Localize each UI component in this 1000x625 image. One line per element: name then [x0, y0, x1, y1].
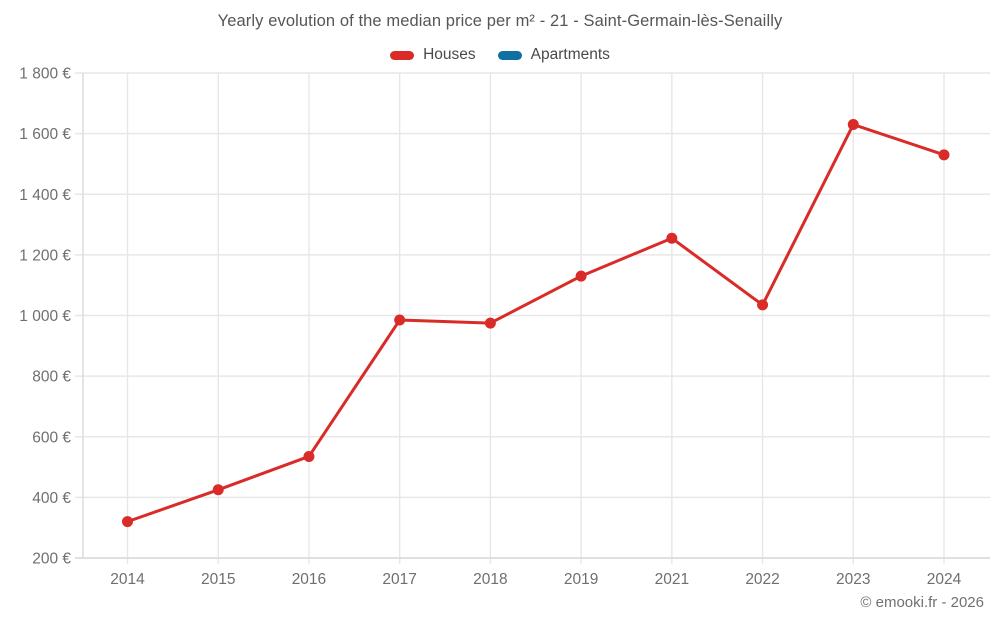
x-tick-label: 2019 [564, 571, 598, 588]
x-tick-label: 2023 [836, 571, 870, 588]
data-point-2024[interactable] [938, 149, 950, 161]
chart-legend: Houses Apartments [0, 46, 1000, 64]
legend-swatch-icon [390, 50, 415, 60]
data-point-2014[interactable] [122, 516, 133, 528]
data-point-2022[interactable] [757, 299, 769, 311]
data-point-2019[interactable] [575, 270, 587, 282]
chart-title: Yearly evolution of the median price per… [217, 12, 783, 30]
y-tick-label: 800 € [32, 369, 71, 386]
x-tick-label: 2015 [201, 571, 235, 588]
x-tick-label: 2024 [927, 571, 962, 588]
x-tick-label: 2016 [292, 571, 326, 588]
y-tick-label: 1 200 € [19, 247, 71, 264]
data-point-2018[interactable] [484, 317, 496, 329]
y-tick-label: 1 000 € [19, 308, 71, 325]
data-point-2023[interactable] [847, 119, 859, 131]
legend-label: Houses [423, 46, 476, 63]
legend-label: Apartments [530, 46, 610, 63]
data-point-2017[interactable] [394, 314, 406, 326]
legend-item-apartments[interactable]: Apartments [497, 46, 610, 64]
x-tick-label: 2018 [473, 571, 507, 588]
houses-line [126, 123, 946, 524]
legend-swatch-icon [497, 50, 522, 60]
y-tick-label: 1 600 € [19, 126, 71, 143]
legend-item-houses[interactable]: Houses [390, 46, 476, 64]
data-point-2021[interactable] [666, 232, 678, 244]
data-point-2016[interactable] [303, 450, 315, 462]
y-tick-label: 1 400 € [19, 187, 71, 204]
y-tick-label: 1 800 € [19, 66, 71, 83]
x-tick-label: 2022 [745, 571, 779, 588]
data-point-2015[interactable] [212, 484, 224, 496]
x-tick-label: 2021 [655, 571, 689, 588]
credit-text: © emooki.fr - 2026 [860, 594, 984, 611]
x-tick-label: 2014 [110, 571, 145, 588]
x-tick-label: 2017 [382, 571, 416, 588]
y-tick-label: 600 € [32, 429, 71, 446]
y-tick-label: 400 € [32, 490, 71, 507]
y-tick-label: 200 € [32, 551, 71, 568]
